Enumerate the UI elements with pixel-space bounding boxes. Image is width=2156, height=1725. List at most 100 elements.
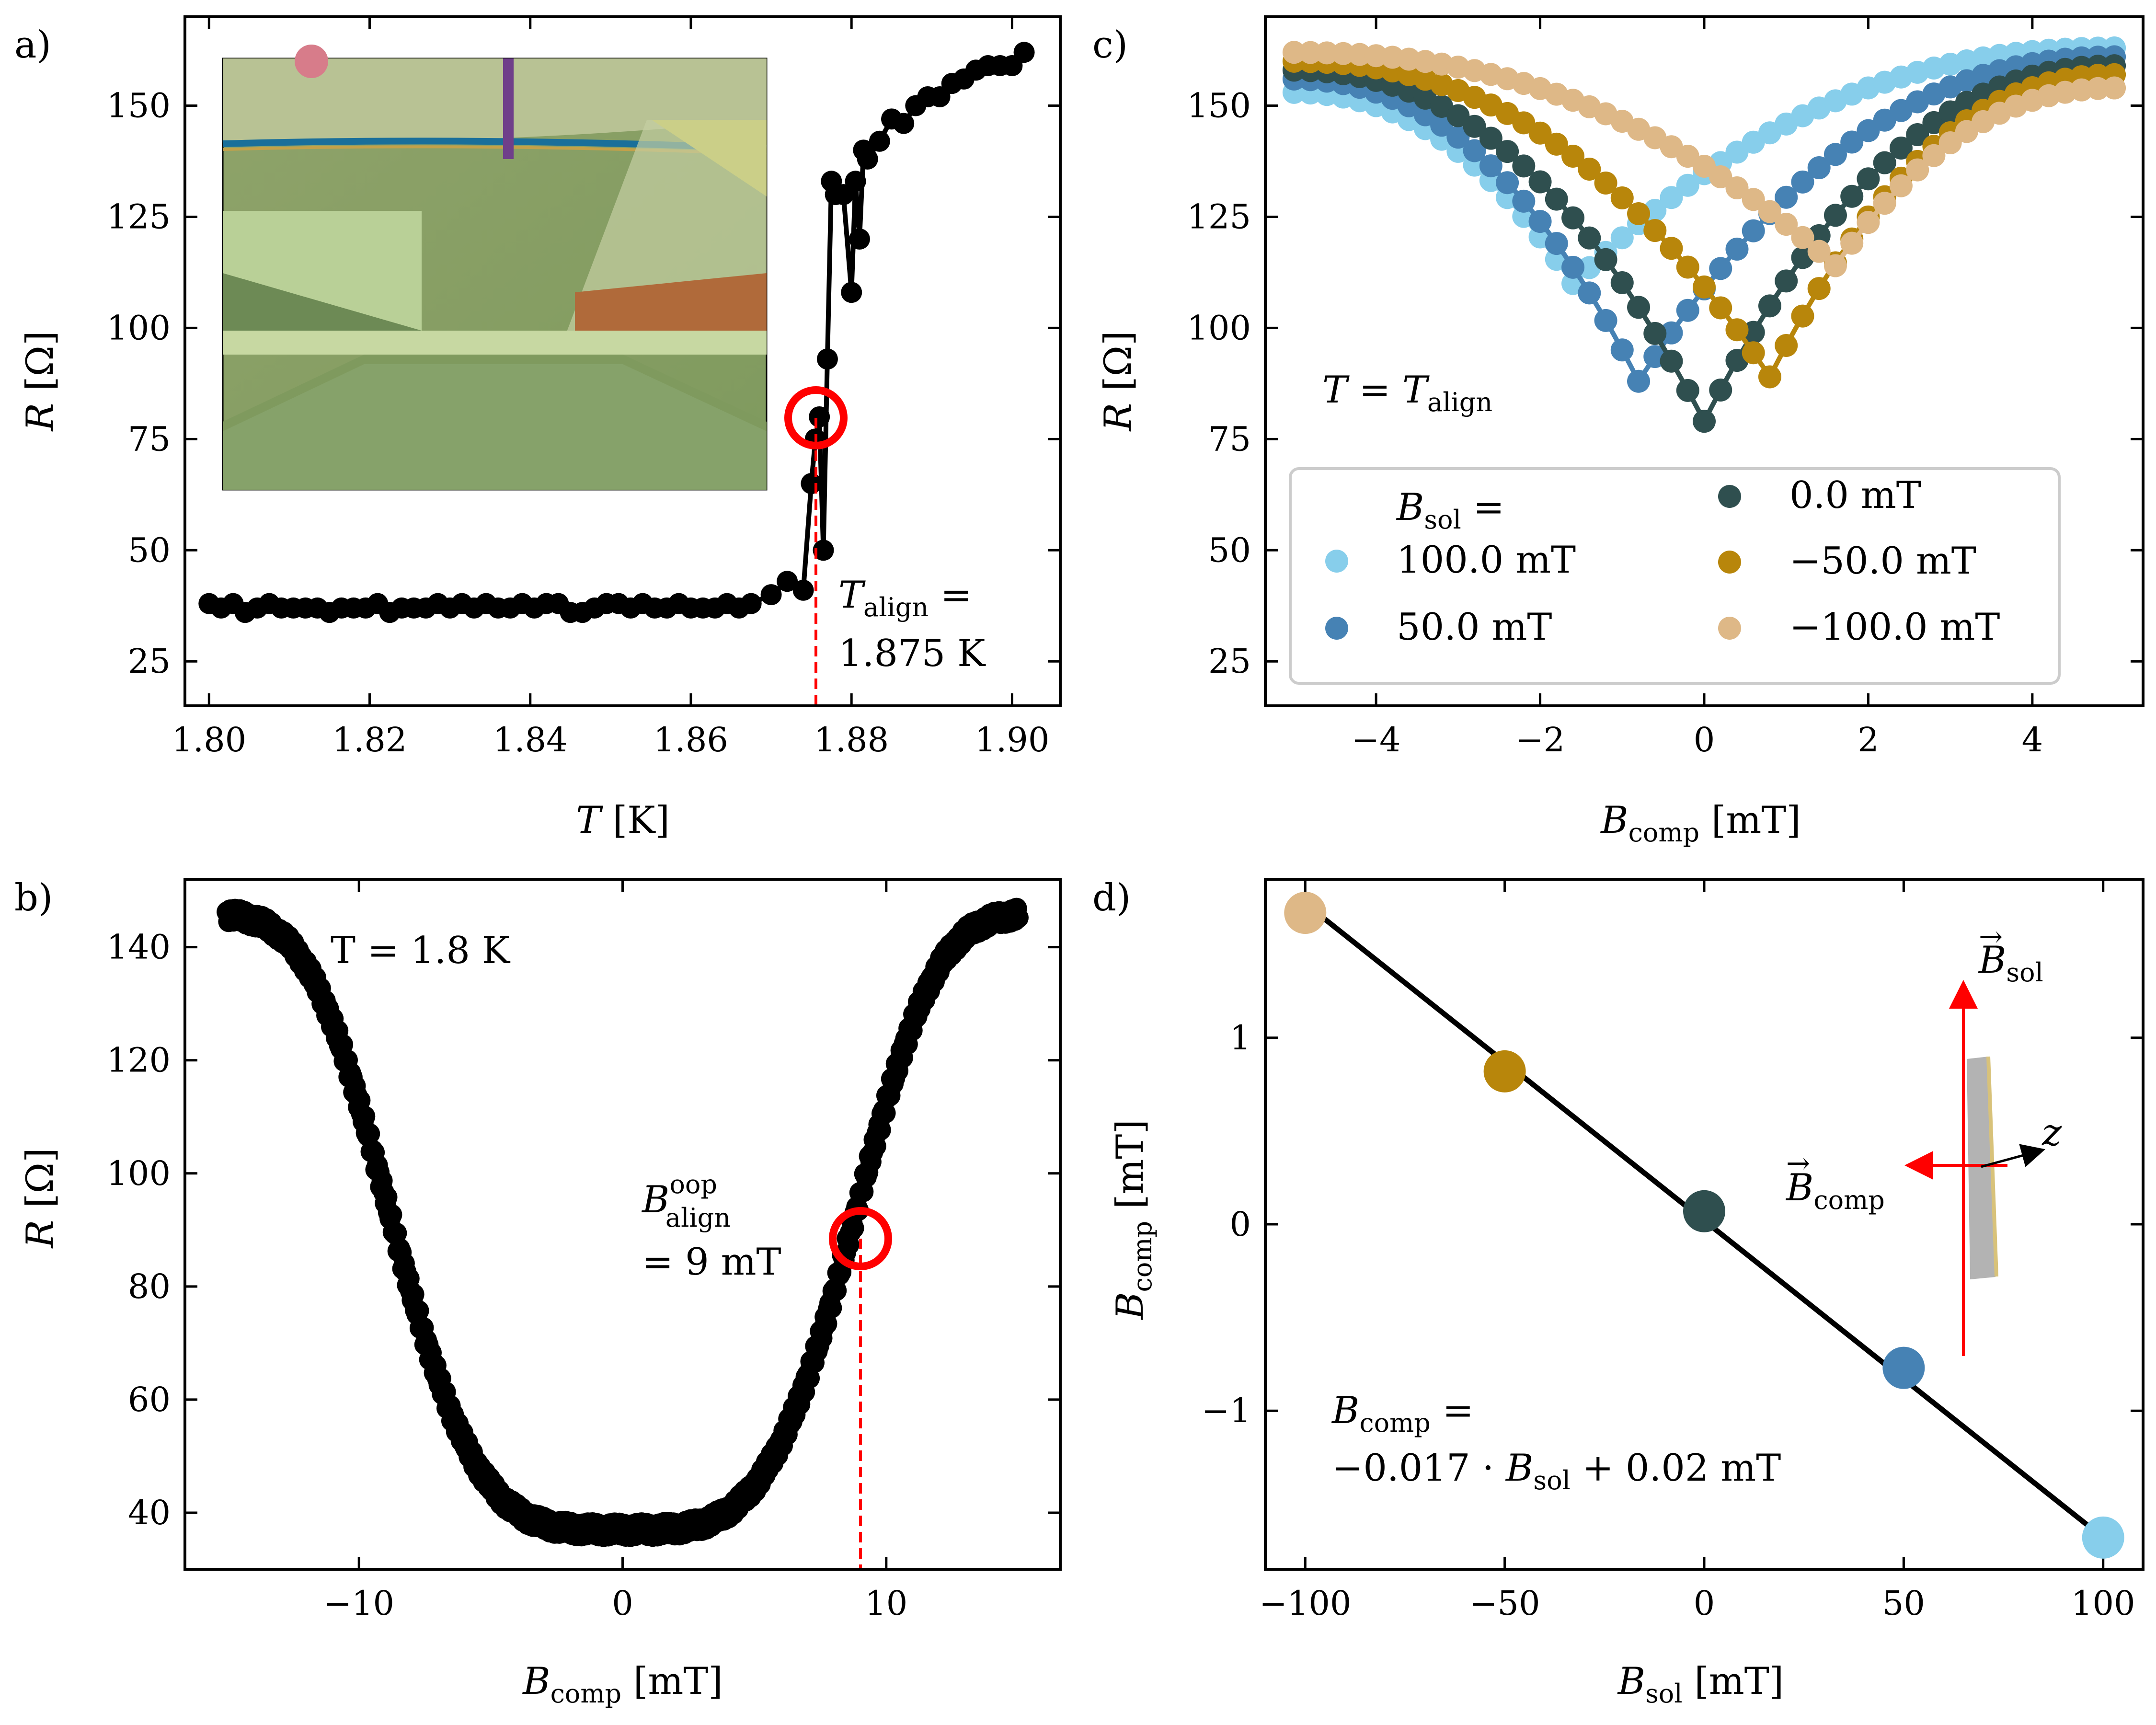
panel-c-point <box>1610 226 1634 250</box>
panel-c-xlabel: Bcomp [mT] <box>1600 799 1801 848</box>
panel-c-legend-items: 100.0 mT 50.0 mT 0.0 mT −50.0 mT −100.0 mT <box>1325 474 2000 649</box>
panel-b-ticks: −10 0 10 40 60 80 100 120 140 <box>106 879 1060 1623</box>
panel-c-point <box>1348 43 1371 66</box>
panel-a-point <box>777 571 798 592</box>
panel-c-point <box>1725 176 1749 200</box>
panel-c-point <box>1807 240 1831 263</box>
panel-a-annotation-line2: 1.875 K <box>838 632 986 675</box>
panel-c-point <box>1823 143 1847 166</box>
panel-a-xtick-label: 1.86 <box>654 720 728 759</box>
panel-a-point <box>809 406 830 427</box>
panel-c-point <box>1823 204 1847 227</box>
panel-c-legend-marker <box>1718 551 1741 574</box>
panel-c-point <box>1922 111 1946 134</box>
panel-c-point <box>1676 173 1699 197</box>
panel-b-annotation-temp: T = 1.8 K <box>331 929 511 972</box>
panel-d-field-diagram: Bsol → Bcomp → z <box>1785 920 2062 1356</box>
panel-d-ytick-label: −1 <box>1202 1391 1251 1430</box>
panel-c-point <box>1331 42 1355 65</box>
panel-c-point <box>1807 277 1831 300</box>
panel-c-point <box>1775 269 1798 293</box>
panel-d-xtick-label: −50 <box>1469 1584 1540 1623</box>
panel-c-point <box>1660 237 1683 260</box>
panel-c-point <box>1676 299 1699 322</box>
panel-c-point <box>1775 334 1798 357</box>
sample-slab <box>1967 1057 1995 1279</box>
panel-d-label: d) <box>1092 876 1131 920</box>
panel-d-point <box>1483 1050 1526 1092</box>
panel-b-ylabel: R [Ω] <box>19 1148 62 1249</box>
panel-a-annotation-line1: Talign = <box>838 574 972 622</box>
panel-c-point <box>1938 131 1962 155</box>
panel-a-point <box>841 282 862 303</box>
panel-b-point <box>821 1297 842 1319</box>
panel-c-point <box>1742 341 1765 365</box>
panel-c-ytick-label: 150 <box>1187 86 1251 126</box>
panel-c-point <box>1725 318 1749 342</box>
panel-c-point <box>1594 248 1617 271</box>
panel-d-ylabel: Bcomp [mT] <box>1109 1119 1158 1321</box>
panel-c-point <box>1742 219 1765 242</box>
panel-c-xtick-label: 0 <box>1694 720 1715 759</box>
panel-a-point <box>816 348 838 370</box>
panel-a-highlight-circle <box>784 386 848 449</box>
panel-b-label: b) <box>14 876 53 920</box>
panel-b-xtick-label: −10 <box>323 1584 394 1623</box>
panel-c-point <box>1857 119 1880 142</box>
panel-c-point <box>1775 185 1798 209</box>
panel-a-inset-micrograph <box>222 45 768 491</box>
panel-b: b) −10 0 10 40 60 80 100 120 140 T = 1.8 K Boop a… <box>14 876 1062 1709</box>
panel-c-legend-label: 50.0 mT <box>1397 606 1552 649</box>
panel-c-point <box>1578 157 1601 181</box>
panel-c-point <box>1840 184 1864 208</box>
panel-c-point <box>1643 322 1667 345</box>
panel-b-point <box>359 1123 380 1145</box>
panel-b-xtick-label: 0 <box>612 1584 633 1623</box>
panel-d-ytick-label: 1 <box>1229 1018 1251 1058</box>
panel-d-axes-frame <box>1264 878 2145 1571</box>
panel-c-point <box>1610 186 1634 209</box>
panel-b-annotation-line1: Boop align <box>641 1169 731 1233</box>
panel-b-point <box>1007 907 1029 929</box>
panel-c-point <box>1561 144 1585 168</box>
panel-c-point <box>1922 144 1946 167</box>
panel-a-ytick-label: 25 <box>128 642 171 681</box>
panel-a-xtick-label: 1.84 <box>493 720 568 759</box>
panel-c-point <box>1479 126 1502 150</box>
panel-d-xtick-label: 50 <box>1882 1584 1925 1623</box>
panel-d-point <box>1284 892 1327 934</box>
panel-a-point <box>792 579 814 601</box>
panel-a-point <box>813 540 834 561</box>
panel-b-ytick-label: 40 <box>128 1493 171 1532</box>
panel-b-ytick-label: 60 <box>128 1380 171 1419</box>
panel-c-point <box>1709 296 1732 320</box>
panel-d: d) −100 −50 0 50 100 −1 0 1 Bcomp = −0.017 · Bs… <box>1092 876 2145 1709</box>
panel-c-point <box>1873 192 1896 215</box>
panel-b-point <box>354 1105 376 1127</box>
panel-c-legend-marker <box>1325 550 1348 573</box>
vector-arrow-icon: → <box>1979 920 2003 954</box>
panel-c-point <box>1282 41 1306 64</box>
panel-c-point <box>1315 41 1339 65</box>
panel-c-point <box>1578 281 1601 305</box>
panel-c-point <box>1840 231 1864 255</box>
panel-b-ytick-label: 140 <box>106 928 171 967</box>
panel-c-ytick-label: 25 <box>1208 642 1251 681</box>
panel-a-data <box>198 42 1035 623</box>
panel-c-xtick-label: −2 <box>1515 720 1565 759</box>
panel-c-point <box>1512 154 1536 178</box>
panel-c-point <box>1446 104 1470 127</box>
panel-c-point <box>1889 174 1913 197</box>
panel-a-xtick-label: 1.82 <box>333 720 407 759</box>
panel-a-ytick-label: 100 <box>106 308 171 347</box>
panel-a-label: a) <box>14 23 51 67</box>
panel-c-ytick-label: 75 <box>1208 419 1251 459</box>
panel-c-ytick-label: 50 <box>1208 530 1251 570</box>
panel-b-point <box>376 1186 398 1208</box>
panel-c-point <box>1594 171 1617 195</box>
panel-c-point <box>1627 296 1651 319</box>
panel-c-point <box>1742 188 1765 211</box>
panel-a-point <box>1013 42 1035 63</box>
panel-c-point <box>1299 41 1322 64</box>
panel-c-point <box>1578 226 1601 250</box>
